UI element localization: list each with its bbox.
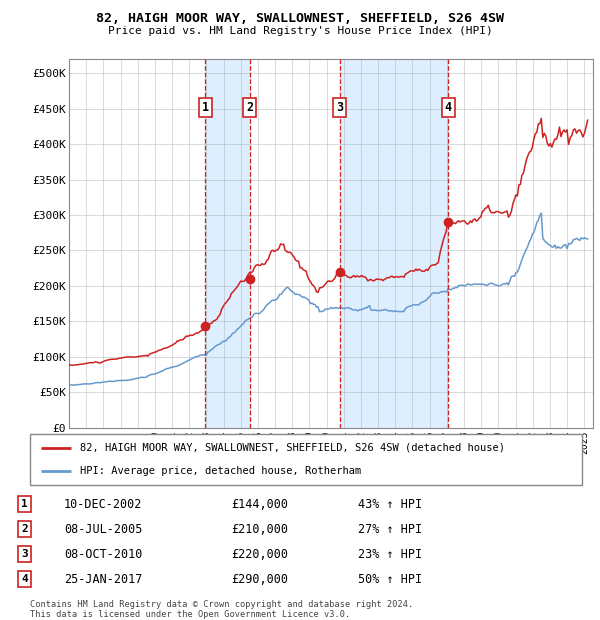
Text: 25-JAN-2017: 25-JAN-2017 — [64, 573, 142, 586]
Text: 3: 3 — [21, 549, 28, 559]
Text: £144,000: £144,000 — [231, 497, 288, 510]
Text: 1: 1 — [21, 499, 28, 509]
Text: This data is licensed under the Open Government Licence v3.0.: This data is licensed under the Open Gov… — [30, 610, 350, 619]
Text: 4: 4 — [21, 574, 28, 584]
Text: 08-OCT-2010: 08-OCT-2010 — [64, 547, 142, 560]
Text: 50% ↑ HPI: 50% ↑ HPI — [358, 573, 422, 586]
Text: 2: 2 — [21, 524, 28, 534]
FancyBboxPatch shape — [30, 434, 582, 485]
Bar — [340, 59, 448, 428]
Text: 23% ↑ HPI: 23% ↑ HPI — [358, 547, 422, 560]
Text: 27% ↑ HPI: 27% ↑ HPI — [358, 523, 422, 536]
Text: 1: 1 — [202, 101, 209, 114]
Bar — [205, 59, 250, 428]
Text: 3: 3 — [336, 101, 343, 114]
Text: 10-DEC-2002: 10-DEC-2002 — [64, 497, 142, 510]
Text: £220,000: £220,000 — [231, 547, 288, 560]
Text: HPI: Average price, detached house, Rotherham: HPI: Average price, detached house, Roth… — [80, 466, 361, 476]
Text: £210,000: £210,000 — [231, 523, 288, 536]
Text: Contains HM Land Registry data © Crown copyright and database right 2024.: Contains HM Land Registry data © Crown c… — [30, 600, 413, 609]
Text: 2: 2 — [246, 101, 253, 114]
Text: 82, HAIGH MOOR WAY, SWALLOWNEST, SHEFFIELD, S26 4SW: 82, HAIGH MOOR WAY, SWALLOWNEST, SHEFFIE… — [96, 12, 504, 25]
Text: 82, HAIGH MOOR WAY, SWALLOWNEST, SHEFFIELD, S26 4SW (detached house): 82, HAIGH MOOR WAY, SWALLOWNEST, SHEFFIE… — [80, 443, 505, 453]
Text: 43% ↑ HPI: 43% ↑ HPI — [358, 497, 422, 510]
Text: Price paid vs. HM Land Registry's House Price Index (HPI): Price paid vs. HM Land Registry's House … — [107, 26, 493, 36]
Text: £290,000: £290,000 — [231, 573, 288, 586]
Text: 4: 4 — [445, 101, 452, 114]
Text: 08-JUL-2005: 08-JUL-2005 — [64, 523, 142, 536]
